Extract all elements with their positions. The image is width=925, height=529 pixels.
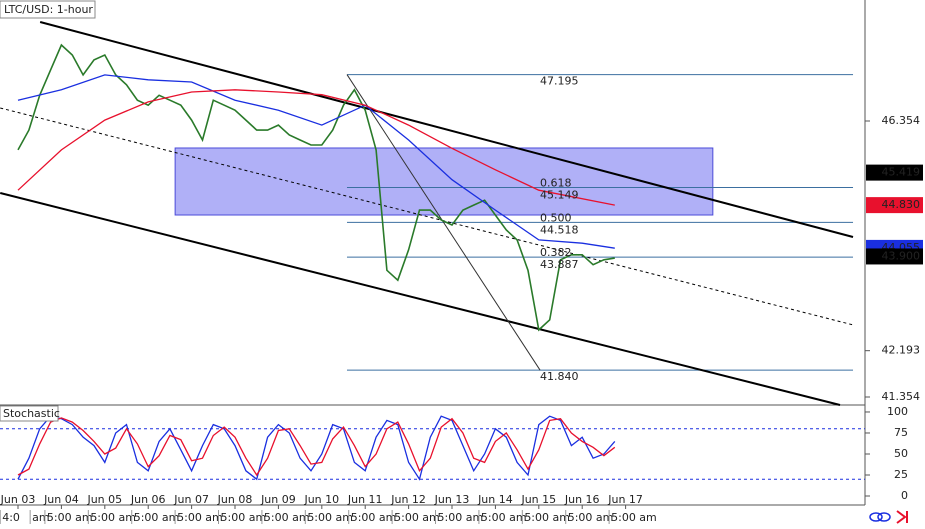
series-line xyxy=(17,74,615,249)
time-label: 5:00 am xyxy=(611,511,657,524)
title-box xyxy=(0,405,59,422)
title-box xyxy=(0,0,96,19)
x-tick-label: Jun 14 xyxy=(477,493,513,506)
x-tick-label: Jun 17 xyxy=(607,493,643,506)
x-tick-label: Jun 05 xyxy=(86,493,122,506)
fib-price-label: 43.887 xyxy=(540,258,579,271)
fib-price-label: 45.149 xyxy=(540,189,579,202)
scroll-icon[interactable] xyxy=(896,510,908,524)
price-tag xyxy=(866,164,923,181)
channel-line xyxy=(0,192,841,406)
trend-line xyxy=(346,74,541,371)
y-tick-label: 0 xyxy=(901,489,908,502)
x-tick-label: Jun 13 xyxy=(434,493,470,506)
y-tick-label: 46.354 xyxy=(882,114,921,127)
time-label: 5:00 am xyxy=(307,511,353,524)
time-label: 4:0 xyxy=(2,511,20,524)
price-tag-label: 45.419 xyxy=(882,166,921,179)
price-tag-label: 43.900 xyxy=(882,249,921,262)
chart-title: LTC/USD: 1-hour xyxy=(4,3,93,16)
x-tick-label: Jun 15 xyxy=(520,493,556,506)
series-line xyxy=(17,417,616,477)
y-tick-label: 100 xyxy=(887,405,908,418)
time-label: 5:00 am xyxy=(134,511,180,524)
time-label: 5:00 am xyxy=(221,511,267,524)
fib-price-label: 41.840 xyxy=(540,370,579,383)
x-tick-label: Jun 09 xyxy=(260,493,296,506)
x-tick-label: Jun 06 xyxy=(130,493,166,506)
time-label: 5:00 am xyxy=(524,511,570,524)
channel-line xyxy=(39,21,854,238)
time-label: 5:00 am xyxy=(47,511,93,524)
y-tick-label: 75 xyxy=(894,426,908,439)
time-label: 5:00 am xyxy=(568,511,614,524)
price-tag-label: 44.830 xyxy=(882,198,921,211)
x-tick-label: Jun 03 xyxy=(0,493,35,506)
x-tick-label: Jun 04 xyxy=(43,493,79,506)
price-tag xyxy=(866,248,923,265)
x-tick-label: Jun 07 xyxy=(173,493,209,506)
fib-ratio-label: 0.500 xyxy=(540,211,572,224)
link-icon[interactable] xyxy=(869,512,883,522)
y-tick-label: 25 xyxy=(894,468,908,481)
x-tick-label: Jun 12 xyxy=(390,493,426,506)
fib-price-label: 44.518 xyxy=(540,223,579,236)
panel-title: Stochastic xyxy=(3,407,60,420)
x-tick-label: Jun 10 xyxy=(303,493,339,506)
zone xyxy=(174,147,714,216)
x-tick-label: Jun 11 xyxy=(347,493,383,506)
y-tick-label: 42.193 xyxy=(882,344,921,357)
fib-ratio-label: 0.382 xyxy=(540,246,572,259)
fib-ratio-label: 0.618 xyxy=(540,177,572,190)
plot xyxy=(0,21,865,481)
link-icon[interactable] xyxy=(877,512,891,522)
time-label: 5:00 am xyxy=(264,511,310,524)
time-label: 5:00 am xyxy=(90,511,136,524)
time-label: 5:00 am xyxy=(481,511,527,524)
toolbar-icons[interactable] xyxy=(869,510,908,524)
series-line xyxy=(17,415,616,481)
y-tick-label: 50 xyxy=(894,447,908,460)
time-label: 5:00 am xyxy=(394,511,440,524)
price-tag xyxy=(866,197,923,214)
series-line xyxy=(17,89,615,206)
time-label: 5:00 am xyxy=(177,511,223,524)
x-tick-label: Jun 16 xyxy=(564,493,600,506)
fib-price-label: 47.195 xyxy=(540,75,579,88)
x-tick-label: Jun 08 xyxy=(217,493,253,506)
time-label: 5:00 am xyxy=(351,511,397,524)
time-label: 5:00 am xyxy=(438,511,484,524)
channel-line xyxy=(0,107,854,326)
y-tick-label: 41.354 xyxy=(882,390,921,403)
